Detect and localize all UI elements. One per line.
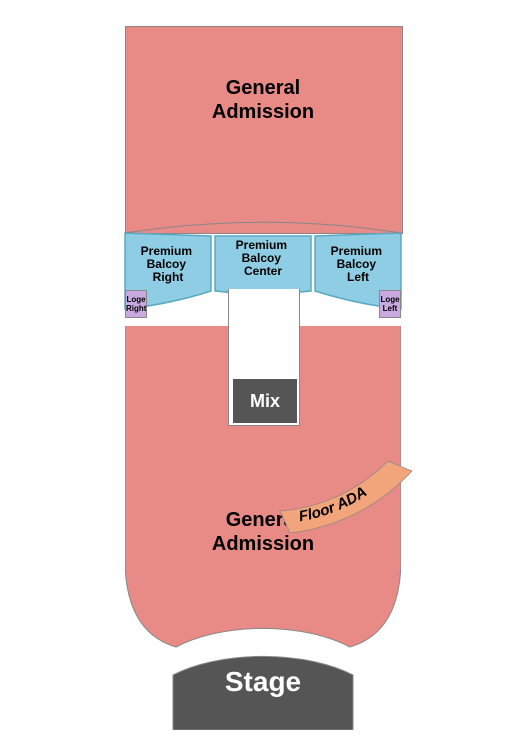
loge-right-label: Loge <box>126 295 145 304</box>
mix-label: Mix <box>250 391 280 411</box>
section-loge-right[interactable]: Loge Right <box>125 290 147 318</box>
stage-label: Stage <box>125 666 401 698</box>
venue-seating-chart: General Admission Premium Balcoy Right P… <box>125 26 401 726</box>
upper-ga-label: General Admission <box>125 76 401 124</box>
loge-left-label: Loge <box>380 295 399 304</box>
section-floor-ada[interactable]: Floor ADA <box>280 461 420 531</box>
section-upper-ga[interactable] <box>125 26 403 234</box>
section-loge-left[interactable]: Loge Left <box>379 290 401 318</box>
section-mix[interactable]: Mix <box>233 379 297 423</box>
